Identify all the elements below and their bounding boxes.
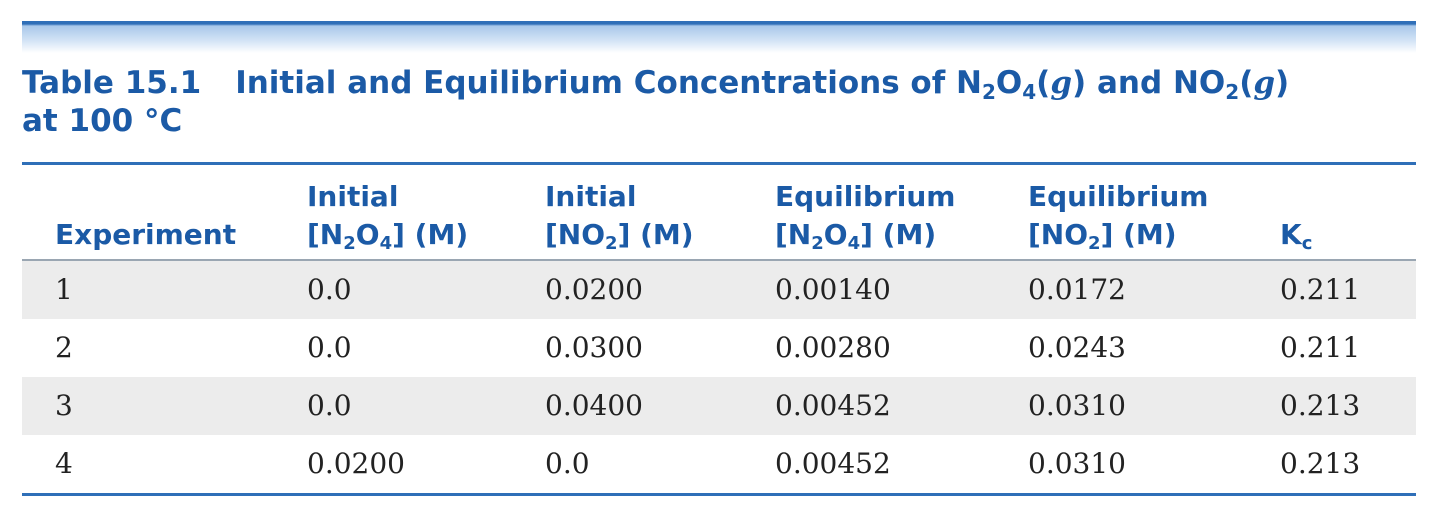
cell-initial-n2o4: 0.0	[307, 273, 352, 306]
table-number: Table 15.1	[22, 65, 202, 101]
cell-kc: 0.213	[1280, 389, 1361, 422]
cell-experiment: 3	[55, 389, 73, 422]
cell-equilibrium-no2: 0.0172	[1028, 273, 1126, 306]
bottom-rule	[22, 493, 1416, 496]
cell-initial-no2: 0.0400	[545, 389, 643, 422]
cell-equilibrium-n2o4: 0.00280	[775, 331, 891, 364]
cell-equilibrium-n2o4: 0.00452	[775, 389, 891, 422]
cell-initial-n2o4: 0.0	[307, 389, 352, 422]
cell-initial-no2: 0.0	[545, 447, 590, 480]
cell-equilibrium-n2o4: 0.00452	[775, 447, 891, 480]
header-initial-n2o4: Initial [N2O4] (M)	[307, 180, 469, 254]
cell-kc: 0.211	[1280, 331, 1361, 364]
cell-equilibrium-no2: 0.0243	[1028, 331, 1126, 364]
top-rule	[22, 162, 1416, 165]
table-caption: Table 15.1 Initial and Equilibrium Concen…	[22, 64, 1416, 140]
header-rule	[22, 259, 1416, 261]
cell-equilibrium-no2: 0.0310	[1028, 447, 1126, 480]
table-row: 2 0.0 0.0300 0.00280 0.0243 0.211	[22, 319, 1416, 377]
header-initial-no2: Initial [NO2] (M)	[545, 180, 694, 254]
header-equilibrium-n2o4: Equilibrium [N2O4] (M)	[775, 180, 956, 254]
cell-initial-no2: 0.0300	[545, 331, 643, 364]
table-row: 1 0.0 0.0200 0.00140 0.0172 0.211	[22, 261, 1416, 319]
cell-experiment: 4	[55, 447, 73, 480]
cell-experiment: 2	[55, 331, 73, 364]
table-row: 4 0.0200 0.0 0.00452 0.0310 0.213	[22, 435, 1416, 493]
header-band	[22, 21, 1416, 53]
caption-title: Initial and Equilibrium Concentrations o…	[235, 65, 1290, 104]
cell-experiment: 1	[55, 273, 73, 306]
cell-initial-n2o4: 0.0200	[307, 447, 405, 480]
header-kc: Kc	[1280, 218, 1313, 254]
cell-equilibrium-no2: 0.0310	[1028, 389, 1126, 422]
cell-initial-n2o4: 0.0	[307, 331, 352, 364]
caption-line2: at 100 °C	[22, 103, 183, 139]
cell-kc: 0.213	[1280, 447, 1361, 480]
cell-kc: 0.211	[1280, 273, 1361, 306]
header-experiment: Experiment	[55, 218, 237, 251]
cell-initial-no2: 0.0200	[545, 273, 643, 306]
cell-equilibrium-n2o4: 0.00140	[775, 273, 891, 306]
table-row: 3 0.0 0.0400 0.00452 0.0310 0.213	[22, 377, 1416, 435]
header-equilibrium-no2: Equilibrium [NO2] (M)	[1028, 180, 1209, 254]
